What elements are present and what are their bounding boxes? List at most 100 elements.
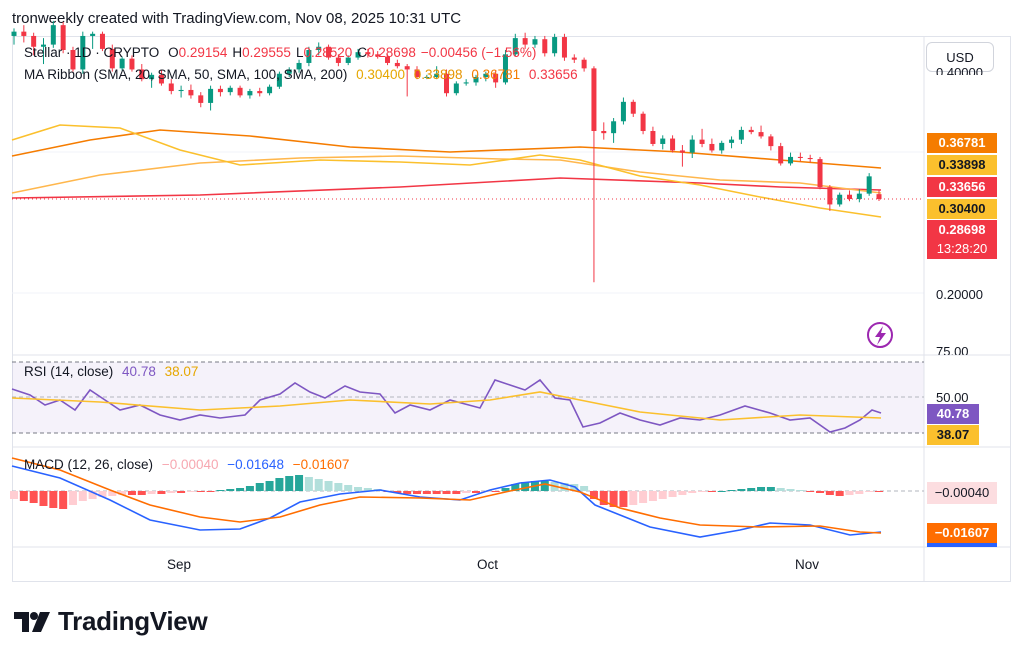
candle-body — [168, 83, 174, 92]
macd-histogram-bar — [648, 491, 657, 501]
candle-body — [522, 38, 528, 45]
macd-histogram-bar — [609, 491, 618, 507]
candle-body — [699, 139, 705, 144]
macd-histogram-bar — [275, 478, 284, 491]
candle-body — [591, 68, 597, 131]
candle-body — [257, 91, 263, 94]
candle-body — [434, 73, 440, 77]
candle-body — [286, 69, 292, 74]
ma50-value: 0.33898 — [413, 67, 463, 82]
candle-body — [355, 52, 361, 58]
macd-histogram-bar — [245, 486, 254, 491]
candle-body — [876, 194, 882, 200]
macd-histogram-bar — [413, 491, 422, 494]
candle-body — [827, 187, 833, 205]
candle-body — [729, 139, 735, 143]
rsi-legend: RSI (14, close) 40.78 38.07 — [24, 364, 203, 379]
macd-signal-line — [11, 457, 882, 534]
macd-hist-label: −0.00040 — [927, 482, 997, 504]
candle-body — [611, 121, 617, 134]
macd-histogram-bar — [118, 491, 127, 495]
candle-body — [748, 129, 754, 133]
change-value: −0.00456 (−1.56%) — [420, 45, 537, 60]
candle-body — [630, 101, 636, 114]
x-tick-nov: Nov — [795, 557, 820, 572]
candle-body — [561, 37, 567, 58]
macd-histogram-bar — [216, 490, 225, 491]
candle-body — [60, 25, 66, 50]
candle-body — [797, 156, 803, 158]
candle-body — [758, 132, 764, 137]
macd-histogram-bar — [324, 481, 333, 491]
low-value: 0.28520 — [303, 45, 353, 60]
candle-body — [11, 31, 17, 36]
macd-histogram-bar — [658, 491, 667, 499]
countdown-label: 13:28:20 — [927, 239, 997, 259]
macd-histogram-bar — [19, 491, 28, 501]
macd-histogram-bar — [177, 491, 186, 493]
sma50-line — [11, 155, 882, 194]
tradingview-logo[interactable]: TradingView — [14, 606, 208, 637]
candle-body — [473, 77, 479, 83]
macd-histogram-bar — [393, 491, 402, 493]
candle-body — [345, 57, 351, 63]
macd-line — [11, 465, 882, 538]
macd-histogram-bar — [521, 482, 530, 491]
ma200-value: 0.33656 — [528, 67, 578, 82]
candle-body — [158, 74, 164, 84]
candle-body — [227, 87, 233, 93]
candle-body — [385, 56, 391, 63]
candle-body — [444, 73, 449, 94]
tradingview-logo-icon — [14, 611, 50, 632]
chart-frame — [12, 36, 1011, 582]
macd-histogram-bar — [698, 491, 707, 492]
candle-body — [129, 58, 135, 70]
macd-signal-value: −0.01607 — [292, 457, 350, 472]
rsi-title: RSI (14, close) — [24, 364, 114, 379]
candle-body — [40, 44, 46, 47]
macd-histogram-bar — [776, 488, 785, 491]
macd-histogram-bar — [265, 481, 274, 491]
macd-histogram-bar — [737, 489, 746, 491]
macd-signal-label: −0.01607 — [927, 523, 997, 547]
candle-body — [640, 113, 646, 131]
candle-body — [768, 136, 774, 147]
macd-histogram-bar — [422, 491, 431, 494]
low-label: L — [295, 45, 304, 60]
macd-histogram-bar — [59, 491, 68, 509]
sma20-price-label: 0.30400 — [927, 199, 997, 219]
candle-body — [99, 33, 105, 49]
currency-button[interactable]: USD — [926, 42, 994, 72]
rsi-line — [11, 378, 882, 433]
price-legend: Stellar · 1D · CRYPTO O0.29154 H0.29555 L0… — [24, 45, 546, 60]
candle-body — [788, 156, 794, 164]
candle-body — [709, 143, 715, 151]
candle-body — [847, 194, 853, 200]
macd-histogram-bar — [560, 483, 569, 491]
macd-histogram-bar — [865, 491, 874, 492]
macd-histogram-bar — [825, 491, 834, 495]
macd-histogram-bar — [875, 491, 883, 492]
macd-histogram-bar — [766, 487, 775, 491]
macd-histogram-bar — [727, 490, 736, 491]
macd-histogram-bar — [757, 487, 766, 491]
macd-histogram-bar — [226, 489, 235, 491]
macd-legend: MACD (12, 26, close) −0.00040 −0.01648 −… — [24, 457, 354, 472]
candle-body — [198, 95, 204, 103]
macd-histogram-bar — [363, 488, 372, 491]
rsi-tick-50: 50.00 — [936, 390, 969, 405]
macd-histogram-bar — [629, 491, 638, 505]
sma50-price-label: 0.33898 — [927, 155, 997, 175]
macd-hist-value: −0.00040 — [161, 457, 219, 472]
macd-title: MACD (12, 26, close) — [24, 457, 154, 472]
close-label: C — [357, 45, 368, 60]
macd-histogram-bar — [747, 488, 756, 491]
candle-body — [542, 39, 548, 54]
candle-body — [296, 62, 302, 70]
macd-histogram-bar — [88, 491, 97, 499]
sma200-price-label: 0.33656 — [927, 177, 997, 197]
macd-histogram-bar — [196, 491, 205, 492]
candle-body — [267, 86, 273, 94]
macd-histogram-bar — [236, 488, 245, 491]
